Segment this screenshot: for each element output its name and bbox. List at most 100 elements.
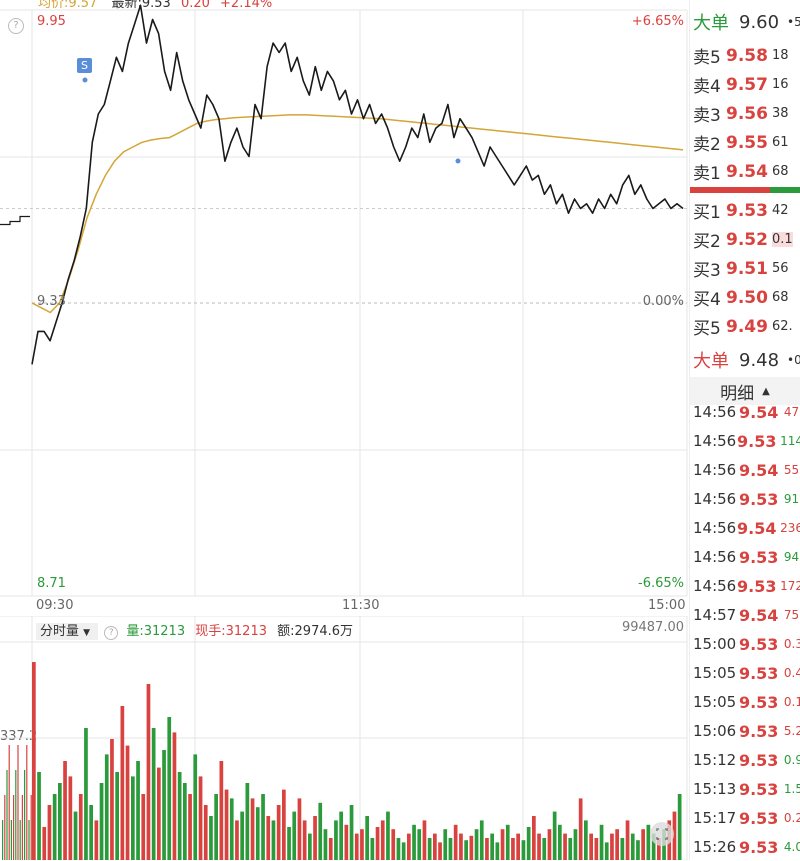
- current-hand-value: 现手:31213: [195, 624, 267, 639]
- volume-bar: [396, 838, 401, 860]
- volume-bar: [490, 833, 494, 860]
- volume-bar: [469, 835, 474, 860]
- bid-row[interactable]: 买4 9.50 68: [693, 283, 800, 312]
- volume-bar: [584, 820, 588, 860]
- volume-bar: [125, 745, 130, 860]
- volume-bar: [365, 816, 369, 860]
- volume-bar: [245, 783, 250, 860]
- trade-time: 15:05: [693, 693, 737, 711]
- detail-tab-label: 明细: [720, 383, 755, 404]
- ask-row[interactable]: 卖4 9.57 16: [693, 70, 800, 99]
- pre-volume-bar: [6, 770, 8, 860]
- volume-bar: [146, 684, 151, 860]
- pre-volume-bar: [15, 770, 17, 860]
- trade-time: 14:56: [693, 577, 737, 595]
- pre-volume-bar: [19, 820, 21, 860]
- trade-volume: 0.1: [783, 695, 800, 709]
- volume-bar: [94, 820, 99, 860]
- volume-bar: [464, 840, 468, 860]
- big-order-extra: •5: [787, 15, 800, 29]
- volume-bar: [479, 820, 484, 860]
- pre-volume-bar: [10, 820, 12, 860]
- bid-row[interactable]: 买5 9.49 62.: [693, 312, 800, 341]
- ask-strength-bar: [690, 187, 770, 193]
- bid-amount: 56: [772, 261, 789, 276]
- trade-row: 15:26 9.53 4.0: [693, 833, 800, 861]
- volume-bar: [438, 842, 442, 860]
- trade-row: 14:579.54 75.: [693, 601, 800, 629]
- pre-volume-bar: [30, 795, 32, 860]
- big-order2-extra: •0: [787, 353, 800, 367]
- trade-row: 15:05 9.53 0.1: [693, 688, 800, 716]
- volume-bar: [89, 805, 93, 860]
- volume-bar: [375, 827, 380, 860]
- volume-bar: [474, 829, 479, 860]
- bid-row[interactable]: 买3 9.51 56: [693, 254, 800, 283]
- trade-time: 15:00: [693, 635, 737, 653]
- volume-bar: [599, 824, 604, 860]
- pre-volume-bar: [4, 795, 6, 860]
- pct-mid-label: 0.00%: [642, 294, 684, 309]
- volume-mode-dropdown[interactable]: 分时量 ▼: [36, 623, 99, 640]
- volume-bar: [443, 829, 448, 860]
- bid-row[interactable]: 买2 9.52 0.1: [693, 225, 800, 254]
- price-line: [31, 4, 684, 365]
- ask-row[interactable]: 卖1 9.54 68: [693, 157, 800, 186]
- big-order2-price: 9.48: [739, 349, 780, 371]
- trade-volume: 75.: [783, 608, 800, 622]
- ask-label: 卖4: [693, 77, 721, 97]
- volume-bar: [542, 838, 547, 860]
- trade-point-marker: [455, 158, 461, 164]
- volume-bar: [104, 754, 109, 860]
- trade-volume: 0.2: [783, 811, 800, 825]
- volume-bar: [568, 838, 573, 860]
- ask-row[interactable]: 卖5 9.58 18: [693, 41, 800, 70]
- volume-bar: [558, 824, 562, 860]
- big-order-price: 9.60: [739, 11, 780, 33]
- volume-bar: [495, 842, 500, 860]
- y-top-label: 9.95: [37, 14, 66, 29]
- trade-volume: 0.9: [783, 753, 800, 767]
- ask-label: 卖1: [693, 164, 721, 184]
- volume-bar: [297, 798, 302, 860]
- volume-bar: [214, 794, 218, 860]
- volume-help-icon[interactable]: ?: [104, 626, 119, 640]
- volume-bar: [573, 829, 578, 860]
- volume-bar: [167, 717, 172, 860]
- volume-bar: [287, 827, 291, 860]
- help-icon[interactable]: ?: [8, 18, 24, 34]
- bid-row[interactable]: 买1 9.53 42: [693, 196, 800, 225]
- trade-volume: 55.: [783, 463, 800, 477]
- trade-price: 9.53: [738, 721, 779, 741]
- volume-bar: [427, 838, 432, 860]
- volume-bar: [151, 728, 156, 860]
- trade-row: 15:05 9.53 0.4: [693, 659, 800, 687]
- expand-icon[interactable]: [650, 822, 674, 846]
- volume-bar: [37, 772, 41, 860]
- ask-row[interactable]: 卖3 9.56 38: [693, 99, 800, 128]
- pre-volume-bar: [26, 745, 28, 860]
- x-tick-midday: 11:30: [342, 598, 380, 613]
- sell-marker[interactable]: S: [77, 58, 92, 73]
- detail-tab[interactable]: 明细 ▲: [690, 377, 800, 405]
- volume-bar: [271, 820, 276, 860]
- sell-point-marker: [82, 77, 88, 83]
- volume-bar: [453, 824, 458, 860]
- trade-time: 15:17: [693, 809, 737, 827]
- volume-bar: [282, 789, 286, 860]
- pre-volume-bar: [28, 820, 30, 860]
- volume-bar: [47, 805, 52, 860]
- triangle-up-icon: ▲: [762, 385, 770, 397]
- bid-price: 9.50: [726, 287, 768, 308]
- ask-row[interactable]: 卖2 9.55 61: [693, 128, 800, 157]
- volume-bar: [73, 811, 78, 860]
- volume-bar: [224, 789, 229, 860]
- volume-bar: [511, 838, 515, 860]
- volume-bar: [323, 829, 328, 860]
- volume-max-label: 99487.00: [621, 620, 684, 635]
- volume-bar: [250, 798, 255, 860]
- trade-volume: 236: [780, 521, 800, 535]
- volume-bar: [308, 833, 312, 860]
- volume-bar: [157, 767, 161, 860]
- bid-label: 买3: [693, 261, 721, 281]
